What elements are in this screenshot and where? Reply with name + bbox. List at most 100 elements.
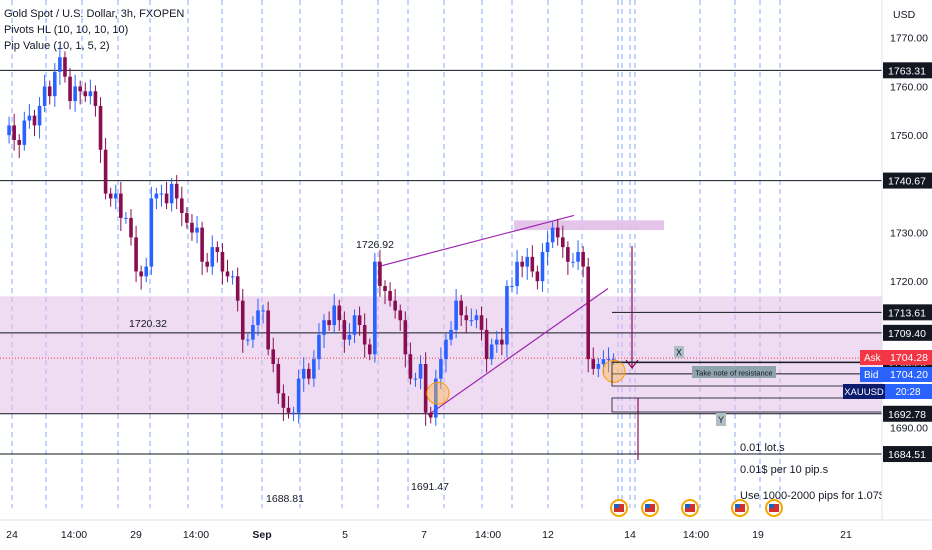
candle[interactable]: [225, 259, 230, 283]
candle[interactable]: [383, 280, 387, 305]
candle[interactable]: [449, 321, 453, 346]
candle[interactable]: [47, 80, 52, 105]
candle[interactable]: [42, 74, 47, 112]
candle[interactable]: [398, 304, 403, 331]
indicator-pip-value[interactable]: Pip Value (10, 1, 5, 2): [4, 40, 110, 52]
candle[interactable]: [500, 327, 504, 356]
candle[interactable]: [581, 246, 585, 278]
candle[interactable]: [566, 241, 570, 275]
candle[interactable]: [525, 248, 530, 280]
candle[interactable]: [510, 277, 514, 292]
candle[interactable]: [332, 293, 336, 334]
candle[interactable]: [327, 311, 331, 331]
candle[interactable]: [174, 175, 179, 210]
candle[interactable]: [98, 97, 103, 163]
candle[interactable]: [83, 82, 88, 103]
candle[interactable]: [418, 355, 423, 390]
candle[interactable]: [388, 282, 392, 307]
candle[interactable]: [58, 45, 62, 85]
candle[interactable]: [73, 74, 77, 112]
candle[interactable]: [215, 241, 220, 263]
candle[interactable]: [139, 265, 143, 290]
candle[interactable]: [347, 323, 352, 346]
candle[interactable]: [571, 252, 575, 268]
candle[interactable]: [459, 294, 463, 327]
wedge-lower-trendline[interactable]: [427, 288, 609, 416]
candle[interactable]: [561, 225, 565, 258]
candle[interactable]: [251, 316, 255, 348]
candle[interactable]: [27, 103, 32, 129]
candle[interactable]: [246, 333, 250, 346]
price-axis[interactable]: USD 1770.00 1760.00 1750.00 1730.00 1720.00 16…: [843, 0, 932, 550]
economic-event-flag-icon[interactable]: [610, 499, 628, 517]
candle[interactable]: [129, 209, 133, 246]
candle[interactable]: [520, 255, 524, 278]
candle[interactable]: [149, 186, 154, 275]
candle[interactable]: [113, 184, 118, 210]
candle[interactable]: [22, 111, 27, 151]
candle[interactable]: [256, 298, 260, 336]
candle[interactable]: [530, 245, 535, 278]
candle[interactable]: [296, 369, 301, 424]
candle[interactable]: [352, 309, 357, 344]
candle[interactable]: [378, 250, 382, 297]
candle[interactable]: [17, 134, 22, 159]
candle[interactable]: [550, 221, 555, 249]
candle[interactable]: [428, 406, 433, 424]
candle[interactable]: [505, 280, 509, 358]
candle[interactable]: [301, 357, 306, 392]
time-axis[interactable]: 24 14:00 29 14:00 Sep 5 7 14:00 12 14 14:00 19 21: [0, 519, 932, 550]
economic-event-flag-icon[interactable]: [765, 499, 783, 517]
candle[interactable]: [586, 257, 590, 373]
candle[interactable]: [540, 243, 545, 292]
candle[interactable]: [93, 85, 98, 117]
candle[interactable]: [307, 363, 311, 385]
candle[interactable]: [144, 257, 149, 283]
candle[interactable]: [235, 267, 240, 312]
candle[interactable]: [479, 306, 484, 341]
candle[interactable]: [591, 347, 596, 375]
candle[interactable]: [484, 318, 489, 373]
candle[interactable]: [535, 265, 540, 290]
candle[interactable]: [210, 235, 215, 275]
candle[interactable]: [393, 289, 397, 319]
candle[interactable]: [474, 309, 479, 329]
candle[interactable]: [240, 289, 245, 353]
candle[interactable]: [413, 372, 418, 387]
candle[interactable]: [515, 250, 519, 295]
candle[interactable]: [63, 51, 67, 83]
candle[interactable]: [494, 330, 499, 353]
economic-event-flag-icon[interactable]: [681, 499, 699, 517]
candle[interactable]: [373, 252, 377, 363]
candle[interactable]: [53, 63, 57, 107]
candle[interactable]: [230, 270, 235, 285]
symbol-title[interactable]: Gold Spot / U.S. Dollar, 3h, FXOPEN: [4, 8, 185, 20]
candle[interactable]: [169, 177, 174, 212]
candle[interactable]: [68, 67, 72, 110]
candle[interactable]: [403, 311, 408, 368]
economic-event-flag-icon[interactable]: [731, 499, 749, 517]
candle[interactable]: [124, 212, 128, 224]
candle[interactable]: [7, 116, 11, 144]
candle[interactable]: [342, 311, 347, 353]
candle[interactable]: [220, 243, 225, 285]
candle[interactable]: [469, 308, 474, 327]
candle[interactable]: [454, 289, 458, 339]
candle[interactable]: [611, 353, 616, 365]
candle[interactable]: [32, 109, 37, 137]
candle[interactable]: [108, 187, 113, 207]
candle[interactable]: [464, 306, 469, 334]
candle[interactable]: [596, 358, 601, 378]
candle[interactable]: [154, 187, 159, 210]
candle[interactable]: [576, 240, 580, 271]
candle[interactable]: [185, 207, 189, 229]
candle[interactable]: [291, 406, 296, 421]
candle[interactable]: [357, 306, 362, 336]
candle[interactable]: [281, 384, 286, 421]
candle[interactable]: [362, 313, 367, 358]
candle[interactable]: [408, 342, 413, 385]
indicator-pivots-hl[interactable]: Pivots HL (10, 10, 10, 10): [4, 24, 129, 36]
candle[interactable]: [489, 338, 494, 365]
candle[interactable]: [180, 186, 184, 227]
